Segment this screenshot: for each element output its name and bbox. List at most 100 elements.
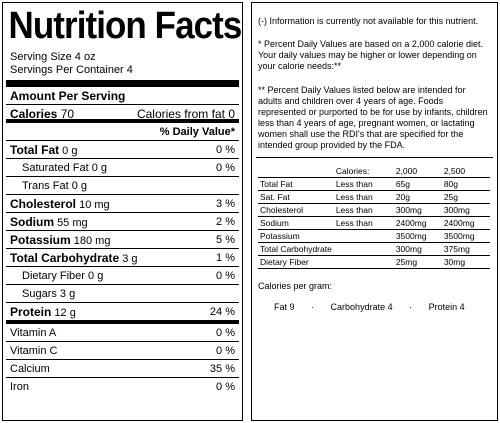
dv-cell: Total Carbohydrate (258, 242, 334, 256)
dv-cell: 80g (441, 177, 490, 191)
nutrient-label: Trans Fat (22, 180, 69, 192)
nutrient-potassium: Potassium 180 mg 5 % (6, 231, 239, 249)
dv-cell: 20g (393, 190, 442, 204)
dv-cell (333, 242, 394, 256)
nutrient-pct: 3 % (216, 198, 235, 210)
dv-cell: Less than (333, 203, 394, 217)
vitamin-label: Vitamin A (10, 327, 57, 339)
nutrient-pct: 0 % (216, 144, 235, 156)
calories-value: 70 (60, 107, 75, 121)
vitamin-pct: 0 % (216, 327, 235, 339)
nutrient-amount: 12 g (54, 307, 76, 319)
nutrient-sodium: Sodium 55 mg 2 % (6, 213, 239, 231)
dv-cell: 25mg (393, 255, 442, 269)
nutrient-label: Dietary Fiber (22, 270, 85, 282)
dv-cell: 25g (441, 190, 490, 204)
dv-table-row: Sat. Fat Less than 20g 25g (258, 190, 490, 204)
dv-cell: Less than (333, 190, 394, 204)
dv-table-row: Sodium Less than 2400mg 2400mg (258, 216, 490, 230)
note-age-requirements: ** Percent Daily Values listed below are… (258, 85, 488, 150)
dv-cell: 2,500 (441, 165, 490, 178)
calories-label: Calories (10, 107, 58, 121)
calories-from-fat: Calories from fat 0 (136, 107, 235, 121)
dv-table-row: Total Carbohydrate 300mg 375mg (258, 242, 490, 256)
dv-cell: Total Fat (258, 177, 334, 191)
dv-cell: Potassium (258, 229, 334, 243)
vitamin-a-row: Vitamin A 0 % (6, 324, 239, 342)
dv-cell: 300mg (393, 242, 442, 256)
nutrient-amount: 0 g (62, 145, 78, 157)
daily-values-table: Calories: 2,000 2,500 Total Fat Less tha… (258, 165, 490, 269)
dv-cell: 3500mg (441, 229, 490, 243)
nutrient-label: Potassium (10, 233, 71, 247)
nutrient-amount: 0 g (91, 162, 108, 174)
cpg-separator: · (311, 302, 315, 312)
dv-cell (258, 165, 334, 178)
dv-cell: 65g (393, 177, 442, 191)
vitamin-pct: 35 % (209, 363, 235, 375)
iron-row: Iron 0 % (6, 378, 239, 396)
nutrient-total-carbohydrate: Total Carbohydrate 3 g 1 % (6, 249, 239, 267)
nutrient-saturated-fat: Saturated Fat 0 g 0 % (6, 159, 239, 177)
dv-cell: Calories: (333, 165, 394, 178)
nutrient-pct: 2 % (216, 216, 235, 228)
vitamin-label: Calcium (10, 363, 50, 375)
dv-table-row: Total Fat Less than 65g 80g (258, 177, 490, 191)
divider-thick (6, 80, 239, 87)
nutrient-label: Saturated Fat (22, 162, 89, 174)
serving-size: Serving Size 4 oz (10, 51, 96, 63)
divider (256, 157, 493, 158)
dv-cell (333, 255, 394, 269)
note-not-available: (-) Information is currently not availab… (258, 16, 479, 26)
nutrient-label: Total Carbohydrate (10, 251, 120, 265)
nutrient-pct: 1 % (216, 252, 235, 264)
vitamin-pct: 0 % (216, 381, 235, 393)
vitamin-c-row: Vitamin C 0 % (6, 342, 239, 360)
dv-table-header: Calories: 2,000 2,500 (258, 165, 490, 178)
dv-cell: 2400mg (393, 216, 442, 230)
dv-cell: 2,000 (393, 165, 442, 178)
dv-table-row: Dietary Fiber 25mg 30mg (258, 255, 490, 269)
dv-cell (333, 229, 394, 243)
daily-value-header: % Daily Value* (6, 123, 239, 141)
nutrient-label: Cholesterol (10, 197, 77, 211)
dv-cell: 2400mg (441, 216, 490, 230)
nutrient-pct: 5 % (216, 234, 235, 246)
dv-cell: Sat. Fat (258, 190, 334, 204)
nutrient-trans-fat: Trans Fat 0 g (6, 177, 239, 195)
cpg-carbohydrate: Carbohydrate 4 (330, 302, 393, 312)
calcium-row: Calcium 35 % (6, 360, 239, 378)
dv-cell: Cholesterol (258, 203, 334, 217)
dv-cell: 300mg (441, 203, 490, 217)
cpg-fat: Fat 9 (274, 302, 295, 312)
vitamin-pct: 0 % (216, 345, 235, 357)
note-daily-values: * Percent Daily Values are based on a 2,… (258, 39, 483, 71)
footnotes-panel: (-) Information is currently not availab… (251, 2, 498, 421)
dv-cell: 375mg (441, 242, 490, 256)
dv-cell: Less than (333, 216, 394, 230)
nutrient-label: Total Fat (10, 143, 60, 157)
nutrient-total-fat: Total Fat 0 g 0 % (6, 141, 239, 159)
amount-per-serving: Amount Per Serving (6, 87, 239, 105)
cpg-separator: · (409, 302, 413, 312)
calories-row: Calories 70 Calories from fat 0 (6, 105, 239, 123)
dv-cell: Sodium (258, 216, 334, 230)
dv-table-row: Potassium 3500mg 3500mg (258, 229, 490, 243)
nutrient-label: Sugars (22, 288, 57, 300)
nutrient-amount: 180 mg (73, 235, 111, 247)
nutrient-amount: 0 g (71, 180, 88, 192)
vitamin-label: Iron (10, 381, 29, 393)
nutrient-amount: 55 mg (57, 217, 88, 229)
nutrient-label: Protein (10, 305, 52, 319)
nutrient-cholesterol: Cholesterol 10 mg 3 % (6, 195, 239, 213)
servings-per-container: Servings Per Container 4 (10, 64, 133, 76)
nutrient-amount: 0 g (88, 270, 104, 282)
nutrition-facts-panel: Nutrition Facts Serving Size 4 oz Servin… (2, 2, 243, 421)
nutrient-amount: 10 mg (79, 199, 110, 211)
nutrient-dietary-fiber: Dietary Fiber 0 g 0 % (6, 267, 239, 285)
dv-cell: 3500mg (393, 229, 442, 243)
nutrient-protein: Protein 12 g 24 % (6, 303, 239, 324)
dv-cell: Dietary Fiber (258, 255, 334, 269)
dv-cell: 30mg (441, 255, 490, 269)
nutrient-amount: 3 g (59, 288, 76, 300)
